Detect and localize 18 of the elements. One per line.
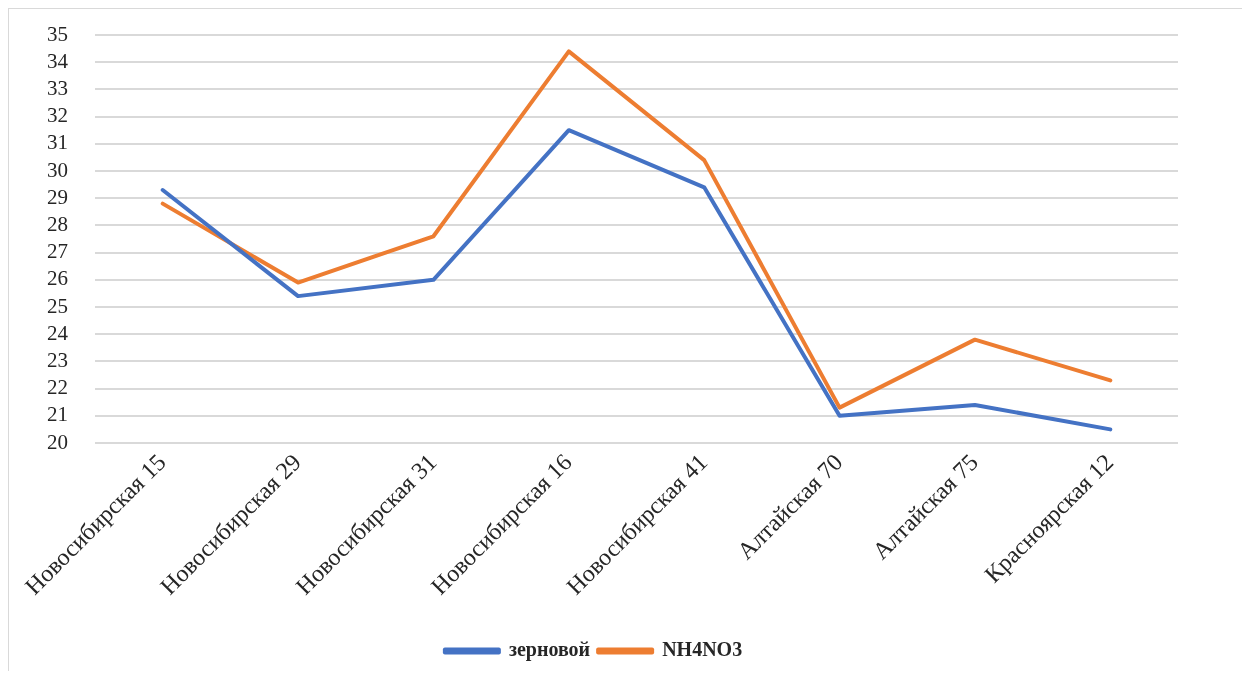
y-tick-label: 21 (47, 402, 68, 427)
y-tick-label: 35 (47, 21, 68, 46)
legend-label: зерновой (508, 638, 591, 662)
y-tick-label: 22 (47, 375, 68, 400)
y-tick-label: 29 (47, 184, 68, 209)
y-tick-label: 20 (47, 429, 68, 454)
y-tick-label: 26 (47, 266, 68, 291)
y-tick-label: 33 (47, 75, 68, 100)
y-tick-label: 23 (47, 347, 68, 372)
y-tick-label: 30 (47, 157, 68, 182)
y-tick-label: 27 (47, 239, 68, 264)
y-tick-label: 32 (47, 103, 68, 128)
y-tick-label: 24 (47, 320, 69, 345)
y-tick-label: 25 (47, 293, 68, 318)
y-tick-label: 31 (47, 130, 68, 155)
y-tick-label: 28 (47, 211, 68, 236)
legend-label: NH4NO3 (662, 638, 743, 661)
y-tick-label: 34 (47, 48, 69, 73)
